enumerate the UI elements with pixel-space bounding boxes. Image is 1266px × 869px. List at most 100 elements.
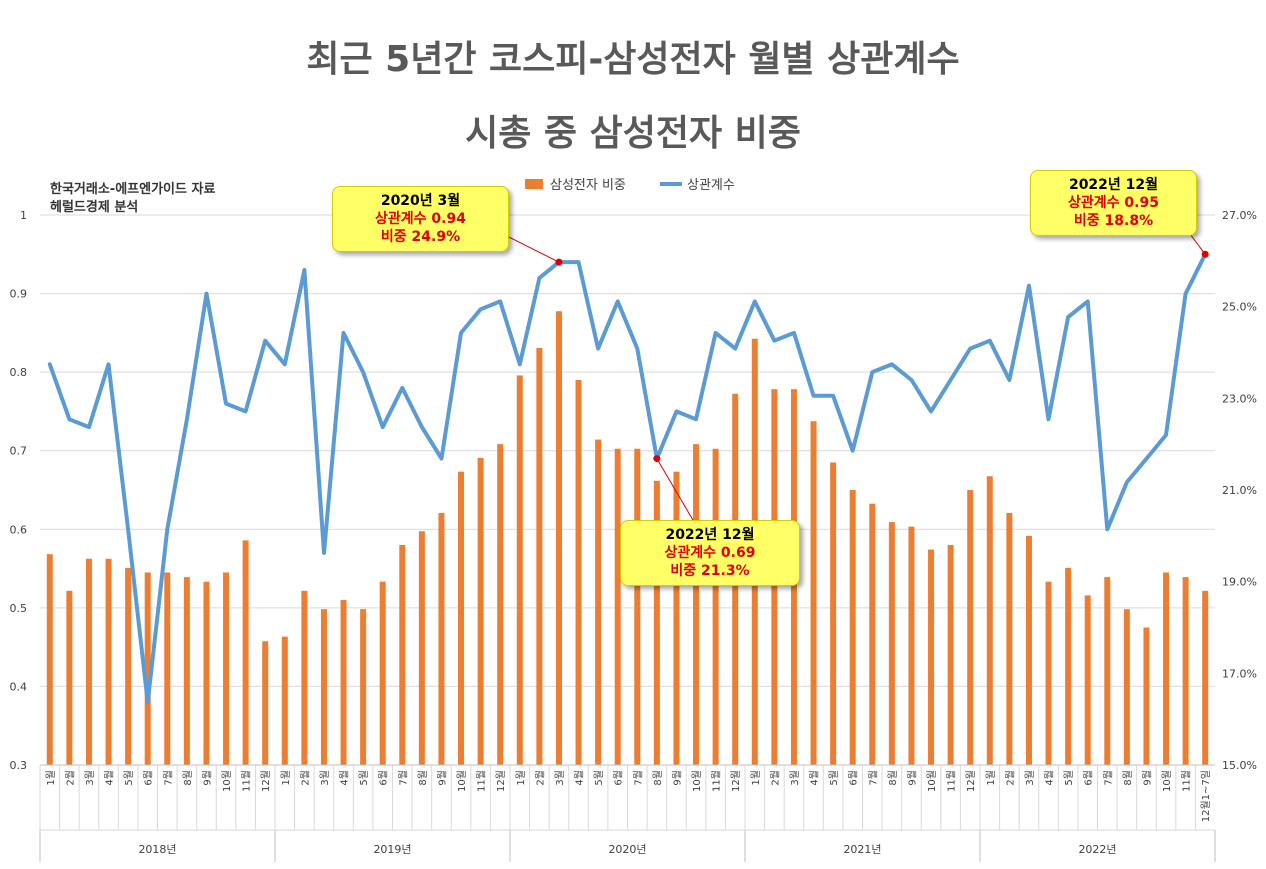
bar — [869, 503, 876, 765]
x-tick-label: 1월 — [280, 770, 292, 786]
bar — [46, 554, 53, 765]
bar — [928, 549, 935, 765]
x-tick-label: 9월 — [1141, 770, 1153, 786]
x-tick-label: 9월 — [671, 770, 683, 786]
bar — [1084, 595, 1091, 765]
x-tick-label: 11월 — [241, 770, 253, 792]
bar — [712, 448, 719, 765]
x-tick-label: 7월 — [632, 770, 644, 786]
x-tick-label: 3월 — [789, 770, 801, 786]
highlight-point — [1201, 250, 1209, 258]
callout-date: 2020년 3월 — [380, 193, 461, 209]
callout-2020-03: 2020년 3월 상관계수 0.94 비중 24.9% — [332, 186, 509, 252]
year-label: 2022년 — [1078, 843, 1116, 856]
bar — [1123, 609, 1130, 765]
bar — [164, 572, 171, 765]
bar — [967, 490, 974, 765]
x-tick-label: 8월 — [652, 770, 664, 786]
left-tick-label: 0.6 — [10, 523, 28, 536]
x-tick-label: 3월 — [84, 770, 96, 786]
bar — [1065, 567, 1072, 765]
bar — [183, 577, 190, 765]
callout-2022-12: 2022년 12월 상관계수 0.95 비중 18.8% — [1030, 170, 1197, 236]
bar — [418, 531, 425, 765]
callout-share: 비중 24.9% — [380, 229, 461, 245]
bar — [477, 457, 484, 765]
right-tick-label: 25.0% — [1222, 301, 1257, 314]
bar — [908, 526, 915, 765]
left-tick-label: 0.3 — [10, 759, 28, 772]
legend-line-label: 상관계수 — [687, 178, 735, 193]
chart-subtitle: 시총 중 삼성전자 비중 — [465, 113, 801, 154]
bar — [379, 581, 386, 765]
bar — [438, 512, 445, 765]
bar — [1104, 577, 1111, 765]
grid-lines — [40, 214, 1215, 766]
year-label: 2019년 — [373, 843, 411, 856]
x-tick-label: 9월 — [201, 770, 213, 786]
bar — [693, 444, 700, 765]
x-tick-label: 3월 — [554, 770, 566, 786]
bar — [281, 636, 288, 765]
x-axis: 1월 2월 3월 4월 5월 6월 7월 8월 9월 10월 11월 12월 1월 2월 3월 4월 5월 6월 7… — [39, 764, 1216, 862]
highlight-point — [653, 455, 661, 463]
right-tick-label: 15.0% — [1222, 759, 1257, 772]
legend-bar-swatch — [525, 179, 543, 189]
year-label: 2021년 — [843, 843, 881, 856]
x-tick-label: 11월 — [1181, 770, 1193, 792]
bar — [849, 490, 856, 765]
x-tick-label: 4월 — [1044, 770, 1056, 786]
x-tick-label: 8월 — [182, 770, 194, 786]
bar — [575, 380, 582, 765]
x-tick-label: 6월 — [1083, 770, 1095, 786]
bar — [1045, 581, 1052, 765]
x-tick-label: 1월 — [515, 770, 527, 786]
x-tick-label: 7월 — [397, 770, 409, 786]
bar — [1143, 627, 1150, 765]
bar — [1202, 590, 1209, 765]
bar — [536, 347, 543, 765]
bar — [320, 609, 327, 765]
left-tick-label: 1 — [20, 209, 27, 222]
bar — [105, 558, 112, 765]
bar — [1163, 572, 1170, 765]
callout-share: 비중 21.3% — [670, 563, 750, 579]
x-tick-label: 11월 — [946, 770, 958, 792]
bar — [66, 590, 73, 765]
analysis-note: 헤럴드경제 분석 — [50, 200, 139, 215]
callout-mid: 2022년 12월 상관계수 0.69 비중 21.3% — [620, 520, 800, 586]
bar — [810, 421, 817, 765]
bar — [262, 641, 269, 765]
x-tick-label: 4월 — [574, 770, 586, 786]
correlation-line — [47, 252, 1208, 705]
x-tick-label: 10월 — [926, 770, 938, 792]
x-tick-label: 5월 — [1063, 770, 1075, 786]
x-tick-label: 6월 — [848, 770, 860, 786]
x-tick-label: 11월 — [711, 770, 723, 792]
x-tick-label: 9월 — [906, 770, 918, 786]
source-note: 한국거래소-에프엔가이드 자료 — [50, 182, 216, 197]
x-tick-label: 5월 — [593, 770, 605, 786]
bar — [242, 540, 249, 765]
bar — [497, 444, 504, 765]
bar — [1025, 535, 1032, 765]
bar — [301, 590, 308, 765]
x-tick-label: 10월 — [221, 770, 233, 792]
x-tick-label: 2월 — [64, 770, 76, 786]
x-tick-label: 12월 — [965, 770, 977, 792]
x-tick-label: 10월 — [691, 770, 703, 792]
left-tick-label: 0.4 — [10, 680, 28, 693]
bar — [947, 545, 954, 765]
x-tick-label: 2월 — [1004, 770, 1016, 786]
x-tick-label: 8월 — [417, 770, 429, 786]
bar — [888, 522, 895, 765]
x-tick-label: 4월 — [104, 770, 116, 786]
bar — [85, 558, 92, 765]
legend: 삼성전자 비중 상관계수 — [525, 178, 735, 193]
x-tick-label: 4월 — [339, 770, 351, 786]
bar — [125, 567, 132, 765]
left-tick-label: 0.9 — [10, 288, 28, 301]
left-axis: 0.3 0.4 0.5 0.6 0.7 0.8 0.9 1 — [10, 209, 28, 772]
right-tick-label: 19.0% — [1222, 576, 1257, 589]
